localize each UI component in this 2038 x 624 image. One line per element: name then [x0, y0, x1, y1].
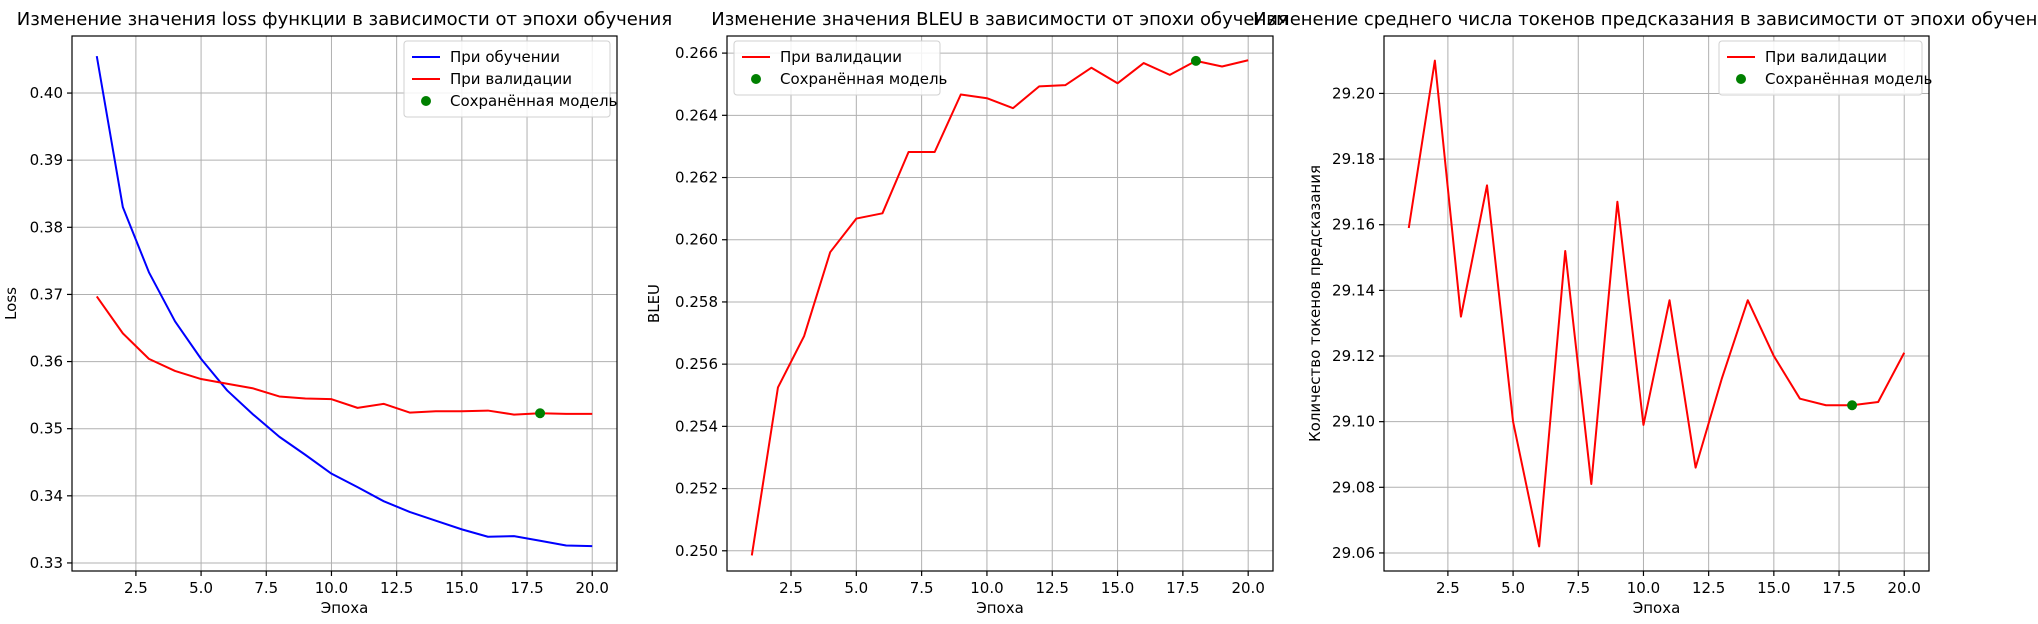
- y-tick-label: 0.252: [675, 480, 718, 498]
- plot-area: [750, 55, 1249, 556]
- saved-model-point: [1190, 55, 1201, 66]
- axes-frame: [71, 35, 618, 572]
- x-tick-label: 10.0: [970, 579, 1003, 597]
- x-axis-label: Эпоха: [976, 599, 1024, 617]
- x-tick-label: 7.5: [910, 579, 934, 597]
- chart-1: 2.5 5.0 7.5 10.0 12.5 15.0 17.5 20.0 0.33 0.34 0.3…: [2, 9, 672, 617]
- legend-entry-label: При валидации: [1765, 48, 1887, 66]
- x-tick-label: 15.0: [1101, 579, 1134, 597]
- axes-frame: [1383, 35, 1930, 572]
- series-line: [1407, 59, 1906, 548]
- y-tick-label: 0.266: [675, 44, 718, 62]
- saved-model-point: [1847, 400, 1858, 411]
- y-tick-label: 0.39: [30, 151, 63, 169]
- y-axis-label: Loss: [2, 287, 20, 320]
- legend: При валидации Сохранённая модель: [1718, 40, 1932, 96]
- chart-title: Изменение значения loss функции в зависи…: [17, 9, 672, 30]
- x-tick-label: 2.5: [779, 579, 803, 597]
- x-tick-label: 2.5: [124, 579, 148, 597]
- x-tick-label: 12.5: [1692, 579, 1725, 597]
- y-tick-label: 29.18: [1332, 150, 1375, 168]
- legend-box: [403, 40, 611, 118]
- x-tick-label: 15.0: [445, 579, 478, 597]
- y-tick-label: 0.40: [30, 84, 63, 102]
- chart-title: Изменение значения BLEU в зависимости от…: [711, 9, 1289, 30]
- x-tick-label: 12.5: [1036, 579, 1069, 597]
- x-tick-label: 2.5: [1436, 579, 1460, 597]
- x-axis-label: Эпоха: [321, 599, 369, 617]
- y-axis-label: BLEU: [645, 284, 663, 323]
- x-tick-label: 7.5: [1566, 579, 1590, 597]
- legend-entry-label: Сохранённая модель: [450, 92, 617, 110]
- y-tick-label: 0.33: [30, 554, 63, 572]
- saved-model-point: [535, 408, 546, 419]
- chart-3: 2.5 5.0 7.5 10.0 12.5 15.0 17.5 20.0 29.06 29.08 2…: [1253, 9, 2038, 617]
- x-tick-label: 17.5: [1822, 579, 1855, 597]
- legend-point-swatch: [751, 74, 761, 84]
- legend-box: [733, 40, 941, 96]
- x-tick-label: 12.5: [380, 579, 413, 597]
- y-tick-label: 0.250: [675, 542, 718, 560]
- y-tick-label: 0.256: [675, 355, 718, 373]
- legend-entry-label: При валидации: [780, 48, 902, 66]
- y-tick-label: 0.264: [675, 106, 718, 124]
- series-line: [95, 295, 593, 416]
- y-tick-label: 29.20: [1332, 84, 1375, 102]
- y-tick-label: 29.14: [1332, 281, 1375, 299]
- x-tick-label: 7.5: [254, 579, 278, 597]
- x-tick-label: 20.0: [1231, 579, 1264, 597]
- legend: При валидации Сохранённая модель: [733, 40, 947, 96]
- y-axis-label: Количество токенов предсказания: [1306, 165, 1324, 442]
- plot-area: [95, 55, 593, 548]
- axes-frame: [726, 35, 1274, 572]
- legend-point-swatch: [421, 96, 431, 106]
- chart-2: 2.5 5.0 7.5 10.0 12.5 15.0 17.5 20.0 0.250 0.252 0…: [645, 9, 1289, 617]
- chart-title: Изменение среднего числа токенов предска…: [1253, 9, 2038, 30]
- x-tick-label: 20.0: [1888, 579, 1921, 597]
- legend-box: [1718, 40, 1923, 96]
- y-tick-label: 29.16: [1332, 216, 1375, 234]
- y-tick-label: 0.36: [30, 353, 63, 371]
- x-axis-label: Эпоха: [1633, 599, 1681, 617]
- plot-area: [1407, 59, 1906, 548]
- y-tick-label: 29.10: [1332, 413, 1375, 431]
- y-tick-label: 0.34: [30, 487, 63, 505]
- legend: При обучении При валидации Сохранённая мод…: [403, 40, 617, 118]
- y-tick-label: 29.06: [1332, 544, 1375, 562]
- x-tick-label: 15.0: [1757, 579, 1790, 597]
- x-tick-label: 5.0: [844, 579, 868, 597]
- x-tick-label: 17.5: [510, 579, 543, 597]
- legend-entry-label: При обучении: [450, 48, 560, 66]
- y-tick-label: 0.38: [30, 218, 63, 236]
- y-tick-label: 0.262: [675, 169, 718, 187]
- x-tick-label: 5.0: [189, 579, 213, 597]
- x-tick-label: 20.0: [576, 579, 609, 597]
- y-tick-label: 0.254: [675, 417, 718, 435]
- legend-point-swatch: [1736, 74, 1746, 84]
- y-tick-label: 29.12: [1332, 347, 1375, 365]
- y-tick-label: 29.08: [1332, 478, 1375, 496]
- y-tick-label: 0.35: [30, 420, 63, 438]
- legend-entry-label: Сохранённая модель: [1765, 70, 1932, 88]
- x-tick-label: 10.0: [1627, 579, 1660, 597]
- legend-entry-label: Сохранённая модель: [780, 70, 947, 88]
- y-tick-label: 0.258: [675, 293, 718, 311]
- y-tick-label: 0.260: [675, 231, 718, 249]
- legend-entry-label: При валидации: [450, 70, 572, 88]
- y-tick-label: 0.37: [30, 285, 63, 303]
- series-line: [95, 55, 593, 548]
- x-tick-label: 10.0: [315, 579, 348, 597]
- x-tick-label: 17.5: [1166, 579, 1199, 597]
- series-line: [750, 59, 1249, 556]
- x-tick-label: 5.0: [1501, 579, 1525, 597]
